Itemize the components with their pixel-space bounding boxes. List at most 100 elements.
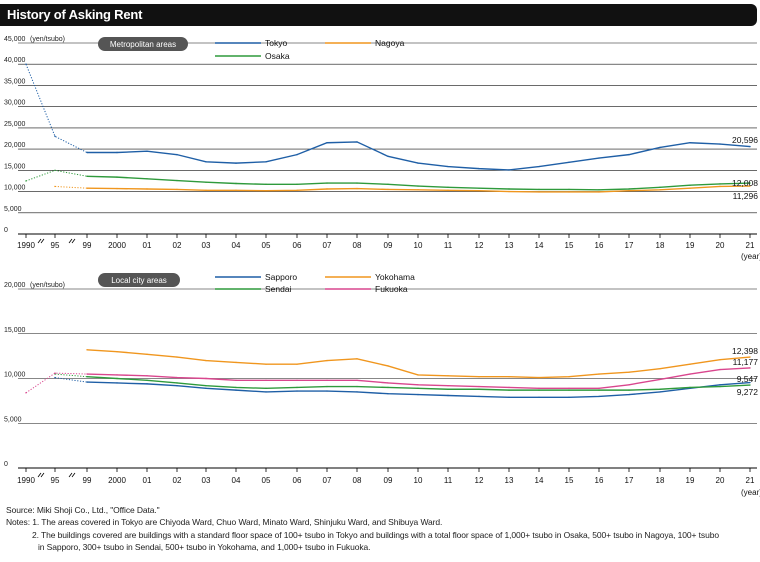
panel2-point-fukuoka	[54, 372, 56, 374]
panel1-label-pill	[98, 37, 188, 51]
panel2-point-sapporo	[447, 394, 449, 397]
panel1-xtick-label: 15	[565, 241, 574, 250]
panel1-point-tokyo	[326, 142, 328, 144]
panel1-point-nagoya	[538, 191, 540, 193]
panel1-point-osaka	[749, 182, 751, 184]
panel1-xtick-label: 19	[686, 241, 695, 250]
panel1-xtick-label: 12	[475, 241, 484, 250]
panel2-xtick-label: 05	[262, 476, 271, 485]
panel1-point-tokyo	[265, 161, 267, 163]
panel1-xtick-label: 17	[625, 241, 634, 250]
panel1-legend-label-osaka: Osaka	[265, 51, 290, 61]
panel1-point-nagoya	[265, 190, 267, 192]
panel2-point-fukuoka	[478, 385, 480, 388]
panel1-xtick-label: 01	[143, 241, 152, 250]
panel1-label: Metropolitan areas	[110, 40, 176, 49]
panel2-point-fukuoka	[356, 379, 358, 381]
panel2-xtick-label: 08	[353, 476, 362, 485]
panel1-xtick-label: 20	[716, 241, 725, 250]
panel1-point-nagoya	[86, 187, 88, 189]
panel1-point-nagoya	[447, 189, 449, 191]
panel1-point-nagoya	[568, 191, 570, 193]
panel1-point-tokyo	[176, 153, 178, 156]
panel1-point-tokyo	[54, 135, 56, 138]
panel1-point-tokyo	[719, 143, 721, 145]
panel2-point-sapporo	[356, 391, 358, 393]
panel2-point-fukuoka	[86, 373, 88, 375]
panel1-xlabel: (year)	[741, 252, 760, 261]
panel2-point-yokohama	[659, 367, 661, 370]
panel1-line-osaka	[86, 175, 751, 191]
panel1-line-nagoya	[86, 185, 751, 193]
panel2-xtick-label: 2000	[108, 476, 126, 485]
panel2-xtick-label: 01	[143, 476, 152, 485]
source-note: Source: Miki Shoji Co., Ltd., "Office Da…	[6, 505, 160, 515]
panel1-point-nagoya	[356, 187, 358, 190]
panel1-point-osaka	[447, 186, 449, 189]
panel1-xtick-label: 99	[83, 241, 92, 250]
panel1-ytick-label: 0	[4, 227, 8, 234]
panel2-xtick-label: 13	[505, 476, 514, 485]
panel1-point-osaka	[146, 178, 148, 180]
panel1-end-label: 20,596	[732, 135, 758, 145]
panel1-point-osaka	[659, 186, 661, 189]
panel2-point-fukuoka	[659, 378, 661, 381]
panel1-xtick-label: 11	[444, 241, 453, 250]
panel1-line-nagoya-dotted	[54, 185, 88, 189]
panel1-ytick-label: 35,000	[4, 78, 26, 85]
panel2-point-yokohama	[326, 359, 328, 362]
panel2-point-sendai	[205, 384, 207, 387]
panel1-point-nagoya	[205, 189, 207, 191]
panel1-point-nagoya	[417, 189, 419, 191]
panel1-point-tokyo	[146, 150, 148, 152]
panel1-xtick-label: 03	[202, 241, 211, 250]
panel2-point-yokohama	[176, 356, 178, 358]
panel2-xtick-label: 07	[323, 476, 332, 485]
panel2-end-label: 9,272	[737, 387, 759, 397]
panel2-point-sendai	[478, 388, 480, 390]
panel2-point-fukuoka	[417, 384, 419, 386]
panel2-xtick-label: 20	[716, 476, 725, 485]
panel2-point-sapporo	[146, 383, 148, 385]
panel2-ytick-label: 5,000	[4, 416, 22, 423]
panel1-point-osaka	[568, 188, 570, 191]
panel2-xtick-label: 02	[173, 476, 182, 485]
panel2-point-yokohama	[568, 376, 570, 378]
panel1-xtick-label: 10	[414, 241, 423, 250]
panel1-point-nagoya	[296, 189, 298, 191]
panel1-ytick-label: 20,000	[4, 142, 26, 149]
panel1-point-tokyo	[568, 161, 570, 163]
panel2-point-sendai	[356, 385, 358, 388]
note-2a: 2. The buildings covered are buildings w…	[32, 530, 719, 540]
panel2-axis-break	[68, 472, 76, 478]
panel2-xtick-label: 21	[746, 476, 755, 485]
panel2-ytick-label: 0	[4, 461, 8, 468]
panel1-point-tokyo	[447, 165, 449, 168]
panel1-point-nagoya	[387, 188, 389, 191]
panel1-point-osaka	[296, 183, 298, 186]
panel2-point-sapporo	[719, 384, 721, 386]
panel2-point-sapporo	[508, 396, 510, 398]
panel2-point-yokohama	[508, 376, 510, 378]
panel2-point-yokohama	[417, 374, 419, 376]
panel1-point-osaka	[417, 185, 419, 187]
panel1-xtick-label: 08	[353, 241, 362, 250]
panel2-point-sendai	[447, 388, 449, 390]
panel2-point-fukuoka	[538, 387, 540, 390]
panel1-point-osaka	[538, 188, 540, 191]
panel1-point-tokyo	[478, 167, 480, 170]
panel2-point-fukuoka	[508, 386, 510, 389]
panel1-xtick-label: 16	[595, 241, 604, 250]
panel2-point-fukuoka	[116, 374, 118, 376]
panel2-xtick-label: 1990	[17, 476, 35, 485]
panel1-point-nagoya	[54, 185, 56, 188]
panel2-point-sendai	[116, 377, 118, 380]
panel1-ytick-label: 10,000	[4, 185, 26, 192]
panel2-point-yokohama	[86, 349, 88, 351]
panel2-ylabel: (yen/tsubo)	[30, 282, 65, 289]
panel1-xtick-label: 06	[293, 241, 302, 250]
panel1-point-osaka	[176, 179, 178, 182]
panel2-point-sendai	[749, 384, 751, 386]
panel1-point-osaka	[508, 188, 510, 190]
